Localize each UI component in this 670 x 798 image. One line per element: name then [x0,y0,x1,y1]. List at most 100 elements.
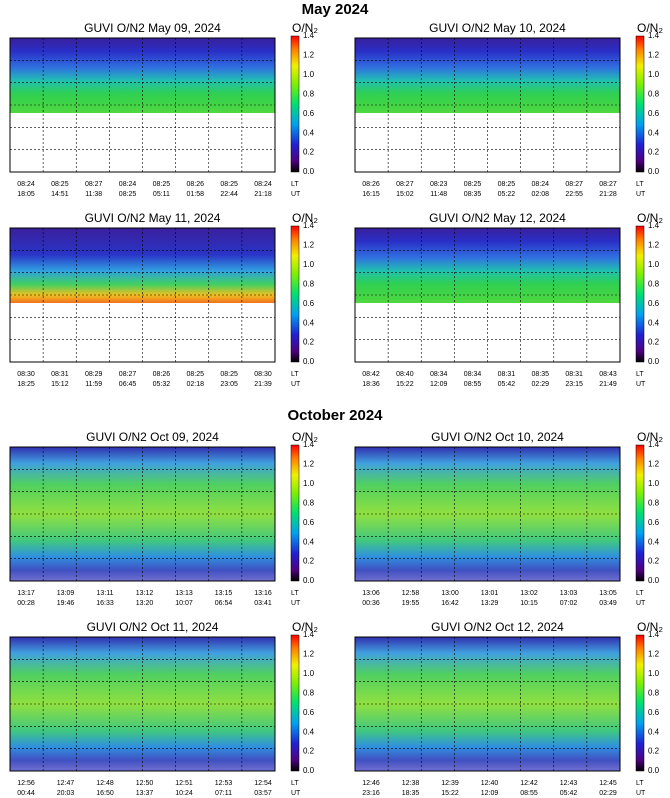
lt-label: 08:26 [187,181,205,188]
colorbar-tick: 0.2 [303,747,315,756]
lt-label: 08:25 [187,371,205,378]
colorbar-tick: 1.0 [648,260,660,269]
ut-label: 10:15 [520,600,538,607]
colorbar-tick: 0.0 [648,766,660,775]
section-title: October 2024 [287,407,383,424]
colorbar-tick: 1.2 [648,241,660,250]
ut-label: 10:07 [175,600,193,607]
lt-label: 12:58 [402,590,420,597]
ut-label: 00:44 [17,790,35,797]
colorbar-tick: 0.0 [648,167,660,176]
colorbar-tick: 1.2 [303,650,315,659]
ut-label: 18:36 [362,381,380,388]
colorbar-tick: 1.0 [648,70,660,79]
colorbar-tick: 0.2 [648,747,660,756]
lt-caption: LT [291,181,299,188]
colorbar-tick: 0.8 [303,89,315,98]
ut-caption: UT [291,381,301,388]
lt-label: 12:53 [215,780,233,787]
lt-label: 12:47 [57,780,75,787]
ut-label: 18:35 [402,790,420,797]
ut-label: 22:44 [220,191,238,198]
colorbar-tick: 1.2 [303,241,315,250]
lt-label: 08:24 [119,181,137,188]
ut-label: 00:28 [17,600,35,607]
colorbar-tick: 0.8 [303,498,315,507]
ut-label: 16:15 [362,191,380,198]
ut-label: 03:49 [599,600,617,607]
ut-label: 13:37 [136,790,154,797]
lt-label: 08:27 [85,181,103,188]
ut-label: 02:18 [187,381,205,388]
ut-caption: UT [636,600,646,607]
lt-label: 08:27 [119,371,137,378]
lt-label: 13:03 [560,590,578,597]
colorbar-tick: 0.6 [303,109,315,118]
ut-label: 03:41 [254,600,272,607]
colorbar [635,35,645,173]
colorbar-label: O/N₂ [637,620,663,634]
colorbar-tick: 0.4 [648,727,660,736]
lt-label: 08:29 [85,371,103,378]
lt-label: 12:56 [17,780,35,787]
colorbar [635,634,645,772]
lt-label: 08:34 [430,371,448,378]
colorbar-tick: 1.4 [648,221,660,230]
ut-caption: UT [291,600,301,607]
lt-label: 13:16 [254,590,272,597]
colorbar-tick: 0.8 [648,89,660,98]
lt-label: 13:11 [97,590,114,597]
ut-label: 15:22 [441,790,459,797]
ut-label: 00:36 [362,600,380,607]
lt-label: 08:24 [532,181,550,188]
colorbar-tick: 0.4 [648,537,660,546]
lt-caption: LT [636,590,644,597]
ut-label: 23:05 [220,381,238,388]
colorbar-tick: 1.0 [303,669,315,678]
colorbar-label: O/N₂ [292,620,318,634]
colorbar-tick: 1.2 [303,51,315,60]
colorbar-tick: 0.2 [303,557,315,566]
ut-label: 16:50 [96,790,114,797]
colorbar-tick: 0.8 [648,279,660,288]
colorbar-tick: 1.0 [648,669,660,678]
colorbar-label: O/N₂ [637,21,663,35]
ut-caption: UT [636,790,646,797]
lt-label: 08:25 [498,181,516,188]
lt-label: 08:27 [565,181,583,188]
lt-label: 08:34 [464,371,482,378]
colorbar-tick: 1.4 [648,630,660,639]
colorbar-tick: 1.0 [303,260,315,269]
colorbar-tick: 0.8 [303,688,315,697]
lt-label: 08:27 [396,181,414,188]
lt-label: 08:25 [464,181,482,188]
colorbar-tick: 1.4 [303,440,315,449]
lt-label: 12:43 [560,780,578,787]
lt-label: 08:31 [51,371,69,378]
ut-caption: UT [636,191,646,198]
lt-label: 13:17 [17,590,35,597]
colorbar-label: O/N₂ [292,430,318,444]
colorbar-tick: 1.4 [648,31,660,40]
lt-label: 12:42 [520,780,538,787]
lt-label: 13:15 [215,590,233,597]
lt-label: 08:42 [362,371,380,378]
colorbar [290,444,300,582]
ut-label: 14:51 [51,191,69,198]
lt-label: 08:30 [17,371,35,378]
colorbar-tick: 0.2 [303,148,315,157]
lt-label: 12:48 [96,780,114,787]
ut-label: 03:57 [254,790,272,797]
colorbar-tick: 0.0 [303,357,315,366]
colorbar-tick: 0.6 [303,708,315,717]
lt-label: 08:25 [220,181,238,188]
ut-label: 02:08 [532,191,550,198]
lt-label: 13:06 [362,590,380,597]
lt-label: 12:39 [441,780,459,787]
ut-label: 10:24 [175,790,193,797]
ut-label: 18:25 [17,381,35,388]
colorbar-tick: 0.4 [648,128,660,137]
ut-label: 05:42 [560,790,578,797]
colorbar-tick: 1.4 [303,221,315,230]
